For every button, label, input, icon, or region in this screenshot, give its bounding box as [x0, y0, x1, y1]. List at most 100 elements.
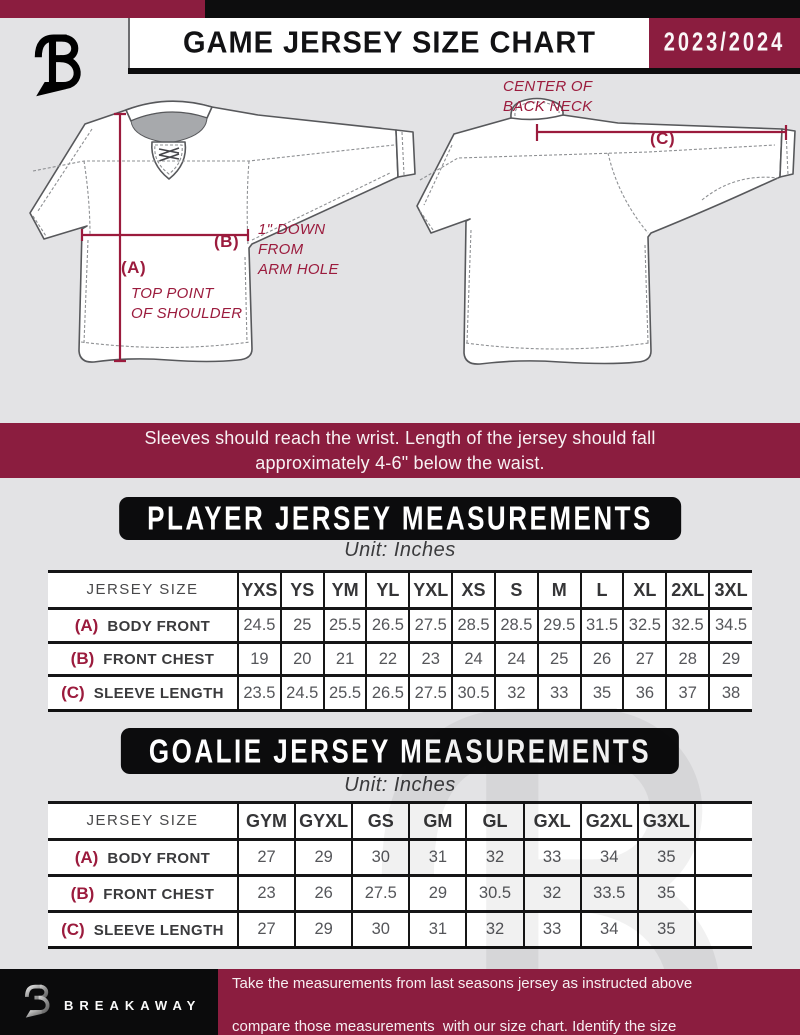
- measurement-cell: 29: [708, 641, 752, 676]
- measurement-cell: 26.5: [365, 607, 410, 643]
- footer-line2: compare those measurements with our size…: [232, 1018, 677, 1035]
- measurement-cell: 35: [636, 838, 695, 876]
- measurement-cell: 29: [294, 910, 353, 949]
- measurement-cell: 34: [579, 838, 638, 876]
- size-column-header: 3XL: [708, 570, 752, 609]
- player-unit-label: Unit: Inches: [344, 539, 456, 561]
- table-row: (A) BODY FRONT 24.5 25 25.5 26.5 27.5 28.5 28.5 2…: [48, 607, 752, 643]
- size-column-header: YXL: [408, 570, 453, 609]
- size-column-header: GYXL: [294, 801, 353, 840]
- measurement-cell: 19: [237, 641, 281, 676]
- measurement-cell: 38: [708, 674, 752, 712]
- measurement-cell: 32.5: [622, 607, 667, 643]
- row-label: (A) BODY FRONT: [48, 838, 238, 876]
- measurement-cell: 20: [279, 641, 324, 676]
- measurement-cell: 23: [236, 874, 296, 912]
- measurement-cell: 21: [322, 641, 367, 676]
- size-column-header: XS: [451, 570, 495, 609]
- jersey-diagrams: [29, 97, 796, 365]
- page-title: GAME JERSEY SIZE CHART: [182, 25, 597, 60]
- measurement-cell: 26: [294, 874, 353, 912]
- title-underline: [128, 68, 800, 74]
- measurement-cell: 31.5: [579, 607, 624, 643]
- label-c-line2: BACK NECK: [503, 98, 593, 115]
- measurement-cell: [693, 910, 752, 949]
- row-label: (C) SLEEVE LENGTH: [48, 910, 238, 949]
- player-size-table: JERSEY SIZE YXS YS YM YL YXL XS S M L XL 2XL 3XL (A) B…: [48, 570, 752, 712]
- size-column-header: [693, 801, 752, 840]
- breakaway-b-logo-icon: [34, 34, 81, 97]
- label-b-line1: 1" DOWN: [258, 221, 326, 238]
- measurement-cell: 35: [579, 674, 624, 712]
- fit-notice-banner: Sleeves should reach the wrist. Length o…: [0, 423, 800, 478]
- measurement-table: JERSEY SIZE YXS YS YM YL YXL XS S M L XL 2XL 3XL (A) B…: [48, 570, 752, 712]
- table-row: (C) SLEEVE LENGTH 27 29 30 31 32 33 34 35: [48, 910, 752, 949]
- table-row: (B) FRONT CHEST 19 20 21 22 23 24 24 25 26 27 28 29: [48, 641, 752, 676]
- size-column-header: M: [536, 570, 581, 609]
- measurement-cell: 32: [522, 874, 581, 912]
- measurement-cell: 26: [579, 641, 624, 676]
- measurement-cell: 35: [636, 910, 695, 949]
- season-box: 2023/2024: [649, 18, 800, 68]
- measure-line-A: [114, 112, 126, 363]
- measurement-cell: 27.5: [351, 874, 410, 912]
- fit-notice-line2: approximately 4-6" below the waist.: [255, 452, 545, 473]
- label-b-text: 1" DOWN FROM ARM HOLE: [258, 220, 339, 280]
- size-column-header: L: [579, 570, 624, 609]
- measurement-cell: 32: [465, 838, 524, 876]
- label-c: (C): [650, 129, 676, 148]
- fit-notice-line1: Sleeves should reach the wrist. Length o…: [144, 427, 656, 448]
- table-header-row: JERSEY SIZE GYM GYXL GS GM GL GXL G2XL G3XL: [48, 801, 752, 840]
- measurement-cell: 26.5: [365, 674, 410, 712]
- size-column-header: YXS: [237, 570, 281, 609]
- measurement-cell: 37: [665, 674, 710, 712]
- measurement-cell: 24: [451, 641, 495, 676]
- row-label: (B) FRONT CHEST: [48, 641, 238, 676]
- measurement-cell: 32: [465, 910, 524, 949]
- size-column-header: GYM: [236, 801, 296, 840]
- measurement-cell: 29: [294, 838, 353, 876]
- measurement-cell: 34: [579, 910, 638, 949]
- size-column-header: YM: [322, 570, 367, 609]
- label-b-line2: FROM: [258, 241, 304, 258]
- row-label: (C) SLEEVE LENGTH: [48, 674, 238, 712]
- jersey-size-header: JERSEY SIZE: [48, 570, 238, 609]
- measure-line-B: [80, 229, 250, 241]
- footer-brand-name: BREAKAWAY: [64, 998, 202, 1013]
- measurement-cell: 36: [622, 674, 667, 712]
- goalie-size-table: JERSEY SIZE GYM GYXL GS GM GL GXL G2XL G3XL (A) BO…: [48, 801, 752, 949]
- measurement-cell: 28.5: [493, 607, 538, 643]
- measurement-cell: 29.5: [536, 607, 581, 643]
- top-strip-black: [205, 0, 800, 18]
- label-b: (B): [214, 232, 240, 251]
- goalie-unit-label: Unit: Inches: [344, 774, 456, 796]
- measurement-cell: 32: [493, 674, 538, 712]
- measurement-cell: 24.5: [237, 607, 281, 643]
- back-jersey-drawing: [416, 97, 796, 365]
- measurement-cell: 24.5: [279, 674, 324, 712]
- measurement-cell: [693, 874, 752, 912]
- size-column-header: 2XL: [665, 570, 710, 609]
- size-column-header: GL: [465, 801, 524, 840]
- measurement-cell: 23.5: [237, 674, 281, 712]
- measurement-table: JERSEY SIZE GYM GYXL GS GM GL GXL G2XL G3XL (A) BO…: [48, 801, 752, 949]
- measurement-cell: 33.5: [579, 874, 638, 912]
- size-column-header: YL: [365, 570, 410, 609]
- measurement-cell: 34.5: [708, 607, 752, 643]
- measurement-cell: 24: [493, 641, 538, 676]
- measurement-cell: 33: [522, 910, 581, 949]
- row-label: (A) BODY FRONT: [48, 607, 238, 643]
- jersey-size-header: JERSEY SIZE: [48, 801, 238, 840]
- footer-line1: Take the measurements from last seasons …: [232, 975, 693, 992]
- measurement-cell: 31: [408, 910, 467, 949]
- goalie-measurements-banner: GOALIE JERSEY MEASUREMENTS: [120, 728, 680, 774]
- measurement-cell: 30: [351, 838, 410, 876]
- label-a: (A): [121, 258, 147, 277]
- measurement-cell: 35: [636, 874, 695, 912]
- measurement-cell: 30: [351, 910, 410, 949]
- measurement-cell: 28.5: [451, 607, 495, 643]
- title-box: GAME JERSEY SIZE CHART: [128, 18, 649, 68]
- season-label: 2023/2024: [663, 28, 786, 57]
- measurement-cell: 25: [536, 641, 581, 676]
